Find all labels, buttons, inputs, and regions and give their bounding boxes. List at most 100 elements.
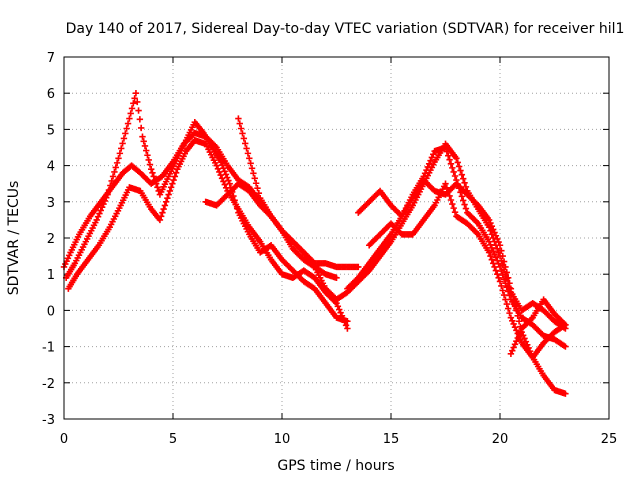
data-point xyxy=(562,390,569,397)
data-point xyxy=(496,278,504,285)
data-point xyxy=(510,320,517,328)
data-point xyxy=(120,135,128,142)
data-point xyxy=(336,306,343,313)
data-point xyxy=(461,179,468,186)
y-tick-label: -2 xyxy=(42,377,55,392)
data-point xyxy=(140,138,147,145)
data-point xyxy=(506,280,513,287)
y-tick-label: 5 xyxy=(47,123,55,138)
data-point xyxy=(236,120,243,127)
data-point xyxy=(107,182,114,189)
data-point xyxy=(462,183,470,191)
data-point xyxy=(509,290,516,298)
data-point xyxy=(154,184,161,191)
data-point xyxy=(499,252,506,260)
data-point xyxy=(251,175,258,182)
data-point xyxy=(112,164,119,171)
data-point xyxy=(492,267,500,274)
data-point xyxy=(446,156,453,163)
data-point xyxy=(457,167,464,174)
data-point xyxy=(503,284,511,291)
data-point xyxy=(165,191,172,198)
data-point xyxy=(461,201,468,208)
data-point xyxy=(447,196,455,204)
data-point xyxy=(514,312,521,320)
plot-frame xyxy=(63,56,610,420)
series-track-2 xyxy=(62,90,351,325)
data-point xyxy=(134,98,141,106)
data-point xyxy=(454,159,461,166)
data-point xyxy=(446,192,453,200)
data-point xyxy=(500,258,508,265)
y-tick-label: 7 xyxy=(47,51,55,66)
data-point xyxy=(136,116,144,123)
data-point xyxy=(149,169,156,177)
data-point xyxy=(217,158,225,166)
data-point xyxy=(443,184,451,191)
data-point xyxy=(171,173,179,180)
data-point xyxy=(239,130,246,137)
data-point xyxy=(115,155,122,162)
data-point xyxy=(487,252,494,260)
data-point xyxy=(450,204,457,212)
data-point xyxy=(156,216,164,224)
x-tick-label: 15 xyxy=(383,432,400,447)
x-tick-label: 0 xyxy=(60,432,68,447)
data-point xyxy=(144,152,151,159)
data-point xyxy=(166,187,174,195)
data-point xyxy=(248,165,256,172)
data-point xyxy=(139,133,146,140)
data-point xyxy=(94,213,102,220)
data-point xyxy=(240,135,248,142)
data-point xyxy=(496,263,504,271)
data-point xyxy=(160,205,167,213)
data-point xyxy=(161,202,169,209)
grid xyxy=(64,57,609,419)
data-point xyxy=(108,177,115,185)
data-point xyxy=(167,184,175,191)
data-point xyxy=(498,282,505,290)
data-point xyxy=(511,301,519,309)
x-tick-label: 10 xyxy=(274,432,291,447)
series-track-5 xyxy=(235,115,340,282)
data-point xyxy=(445,152,452,159)
data-point xyxy=(506,309,513,317)
y-tick-label: -3 xyxy=(42,413,55,428)
data-point xyxy=(450,168,457,176)
data-point xyxy=(214,165,222,172)
data-point xyxy=(458,193,466,200)
y-tick-label: 1 xyxy=(47,268,55,283)
data-point xyxy=(123,125,130,132)
x-tick-labels: 0 5 10 15 20 25 xyxy=(60,432,617,447)
data-point xyxy=(562,343,569,350)
data-point xyxy=(164,194,171,202)
data-point xyxy=(451,209,459,216)
data-point xyxy=(513,307,520,314)
data-point xyxy=(504,305,512,312)
data-point xyxy=(148,166,155,173)
data-point xyxy=(109,173,117,180)
data-points xyxy=(60,90,569,397)
data-point xyxy=(122,130,129,137)
x-tick-label: 25 xyxy=(601,432,618,447)
series-track-9 xyxy=(507,296,569,358)
data-point xyxy=(494,245,501,253)
data-point xyxy=(151,176,159,184)
y-tick-label: -1 xyxy=(42,341,55,356)
series-track-8 xyxy=(366,180,569,361)
data-point xyxy=(442,144,449,151)
data-point xyxy=(218,175,226,182)
series-track-4 xyxy=(202,180,362,271)
data-point xyxy=(226,180,233,187)
data-point xyxy=(247,160,254,167)
data-point xyxy=(504,274,512,282)
data-point xyxy=(157,213,165,220)
data-point xyxy=(458,171,466,178)
x-axis-label: GPS time / hours xyxy=(277,458,394,474)
data-point xyxy=(503,300,511,308)
data-point xyxy=(453,155,460,162)
series-track-3 xyxy=(65,137,351,332)
data-point xyxy=(500,275,508,283)
data-point xyxy=(130,100,137,107)
data-point xyxy=(225,177,232,184)
